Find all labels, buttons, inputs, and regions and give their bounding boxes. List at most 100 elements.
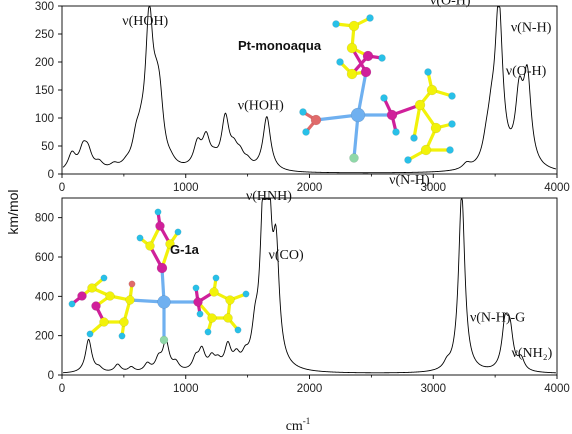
peak-annotation: ν(HOH)	[122, 14, 168, 29]
peak-annotation: ν(O-H)	[430, 0, 471, 8]
y-axis-label: km/mol	[5, 189, 21, 234]
atom	[100, 318, 109, 327]
x-tick-label: 0	[59, 383, 65, 395]
atom	[379, 55, 386, 62]
molecule-label-g-1a: G-1a	[170, 242, 200, 257]
atom	[69, 301, 75, 307]
atom	[155, 209, 161, 215]
atom	[87, 331, 93, 337]
molecule-label-pt-monoaqua: Pt-monoaqua	[238, 38, 322, 53]
atom	[447, 147, 454, 154]
atom	[337, 59, 344, 66]
atom	[158, 296, 171, 309]
y-tick-label: 300	[35, 1, 54, 13]
atom	[175, 229, 181, 235]
x-tick-label: 1000	[173, 182, 199, 194]
atom	[347, 69, 357, 79]
atom	[415, 100, 425, 110]
atom	[129, 281, 135, 287]
x-tick-label: 2000	[297, 383, 323, 395]
atom	[349, 21, 359, 31]
atom	[146, 242, 155, 251]
x-tick-label: 4000	[544, 383, 570, 395]
spectrum-line	[63, 199, 556, 373]
atom	[411, 135, 418, 142]
atom	[137, 235, 143, 241]
x-tick-label: 4000	[544, 182, 570, 194]
x-tick-label: 3000	[420, 383, 446, 395]
atom	[351, 108, 365, 122]
atom	[197, 311, 203, 317]
atom	[449, 93, 456, 100]
atom	[224, 314, 233, 323]
spectrum-line	[63, 7, 556, 173]
atom	[350, 154, 359, 163]
peak-annotation: ν(N-H)	[511, 21, 552, 36]
panel-g-1a: 0 1000 2000 3000 4000 0 200 400 600 800 ν(HNH) ν(CO…	[35, 173, 570, 395]
atom	[333, 21, 340, 28]
panel-pt-monoaqua: 0 1000 2000 3000 4000 0 50 100 150 200 250 300 ν(HOH…	[35, 0, 570, 194]
atom	[92, 302, 101, 311]
atom	[405, 157, 412, 164]
atom	[243, 291, 249, 297]
g-1a-molecule-icon	[69, 209, 249, 344]
atom	[213, 275, 219, 281]
atom	[194, 298, 203, 307]
y-tick-label: 250	[35, 29, 54, 41]
atom	[119, 333, 125, 339]
y-tick-label: 150	[35, 85, 54, 97]
y-tick-label: 50	[41, 141, 54, 153]
atom	[160, 336, 168, 344]
peak-annotation: ν(O-H)	[506, 64, 547, 79]
atom	[120, 318, 129, 327]
atom	[425, 69, 432, 76]
atom	[157, 263, 167, 273]
atom	[393, 129, 400, 136]
atom	[311, 115, 321, 125]
plot-frame	[62, 198, 557, 375]
atom	[126, 296, 135, 305]
atom	[381, 95, 388, 102]
atom	[363, 51, 373, 61]
x-tick-label: 1000	[173, 383, 199, 395]
atom	[449, 121, 456, 128]
atom	[361, 67, 371, 77]
x-axis-label: cm-1	[286, 416, 311, 434]
peak-annotation: ν(HOH)	[238, 99, 284, 114]
atom	[387, 110, 397, 120]
atom	[88, 284, 97, 293]
atom	[205, 329, 211, 335]
y-tick-label: 400	[35, 291, 54, 303]
atom	[226, 296, 235, 305]
atom	[421, 145, 431, 155]
y-tick-label: 0	[48, 370, 54, 382]
x-tick-label: 2000	[297, 182, 323, 194]
atom	[208, 314, 217, 323]
y-tick-label: 600	[35, 252, 54, 264]
pt-monoaqua-molecule-icon	[300, 15, 456, 164]
atom	[427, 85, 437, 95]
peak-annotation: ν(HNH)	[246, 189, 292, 204]
peak-annotation: ν(NH₂)	[511, 346, 552, 361]
atom	[101, 275, 107, 281]
y-tick-label: 100	[35, 113, 54, 125]
atom	[78, 292, 87, 301]
x-tick-label: 0	[59, 182, 65, 194]
peak-annotation: ν(CO)	[269, 248, 304, 263]
atom	[347, 43, 357, 53]
atom	[210, 288, 219, 297]
y-tick-label: 800	[35, 213, 54, 225]
peak-annotation: ν(N-H)-G	[470, 311, 525, 326]
atom	[156, 222, 165, 231]
atom	[303, 129, 310, 136]
atom	[106, 292, 115, 301]
atom	[431, 123, 441, 133]
atom	[367, 15, 374, 22]
atom	[235, 327, 241, 333]
atom	[193, 285, 199, 291]
y-tick-label: 200	[35, 331, 54, 343]
plot-frame	[62, 6, 557, 174]
y-tick-label: 0	[48, 169, 54, 181]
atom	[300, 109, 307, 116]
